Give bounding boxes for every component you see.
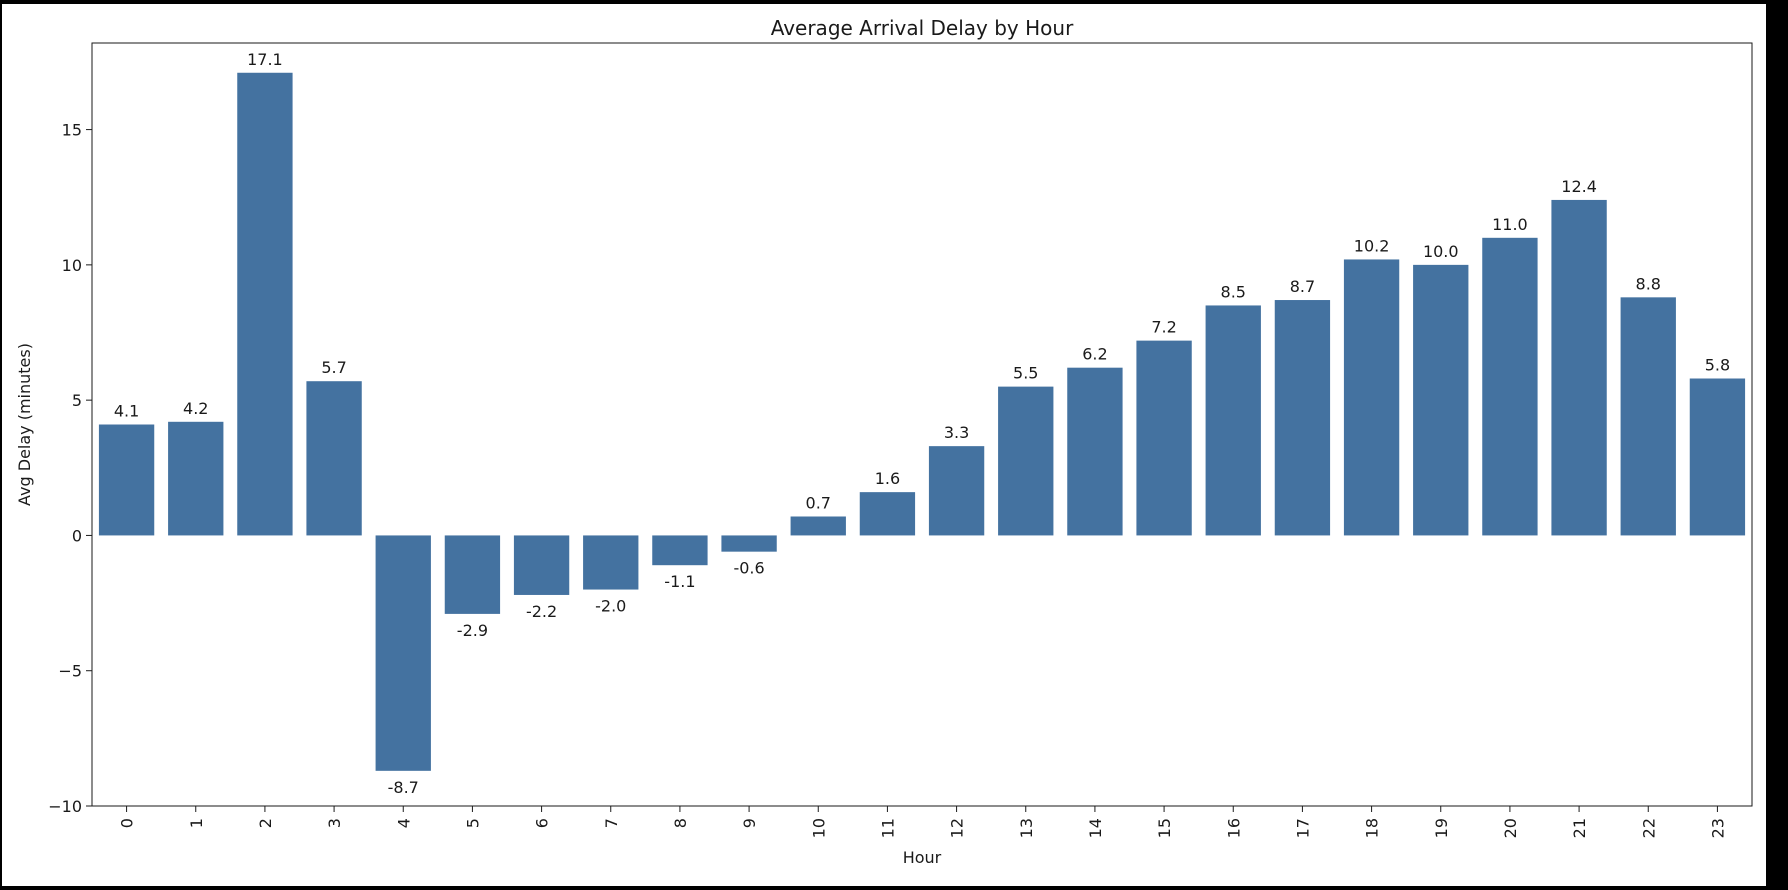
x-tick-label-13: 13 [1017,818,1036,838]
bar-hour-8 [652,535,708,566]
y-tick-label: −5 [58,662,82,681]
data-label-hour-3: 5.7 [321,358,346,377]
x-axis: 0 1 2 3 4 5 6 7 8 9 10 11 12 13 14 15 16 17 18 19 20 21 22 23 [118,806,1727,838]
x-tick-label-12: 12 [948,818,967,838]
y-tick-label: 10 [62,256,82,275]
bar-hour-16 [1205,305,1261,536]
data-label-hour-14: 6.2 [1082,345,1107,364]
data-label-hour-1: 4.2 [183,399,208,418]
bar-hour-6 [513,535,570,595]
x-tick-label-21: 21 [1570,818,1589,838]
x-axis-label: Hour [903,848,942,867]
data-label-hour-7: -2.0 [595,597,626,616]
data-label-hour-9: -0.6 [733,559,764,578]
data-label-hour-20: 11.0 [1492,215,1528,234]
data-label-hour-5: -2.9 [457,621,488,640]
x-tick-label-19: 19 [1432,818,1451,838]
bar-hour-2 [237,72,293,536]
chart-title: Average Arrival Delay by Hour [771,16,1074,40]
data-label-hour-23: 5.8 [1705,356,1730,375]
x-tick-label-9: 9 [740,818,759,828]
x-tick-label-17: 17 [1293,818,1312,838]
bar-hour-21 [1551,199,1607,536]
x-tick-label-16: 16 [1224,818,1243,838]
bar-hour-3 [306,381,362,536]
bar-hour-18 [1343,259,1400,536]
data-label-hour-19: 10.0 [1423,242,1459,261]
bar-hour-23 [1689,378,1746,536]
x-tick-label-14: 14 [1086,818,1105,838]
bars-layer [98,72,1746,771]
x-tick-label-0: 0 [118,818,137,828]
bar-hour-11 [859,492,916,536]
data-label-hour-16: 8.5 [1221,282,1246,301]
x-tick-label-22: 22 [1639,818,1658,838]
x-tick-label-8: 8 [671,818,690,828]
data-label-hour-4: -8.7 [388,778,419,797]
bar-hour-13 [998,386,1054,536]
bar-hour-15 [1136,340,1192,536]
x-tick-label-1: 1 [187,818,206,828]
data-label-hour-17: 8.7 [1290,277,1315,296]
x-tick-label-4: 4 [394,818,413,828]
data-label-hour-12: 3.3 [944,423,969,442]
data-label-hour-22: 8.8 [1636,274,1661,293]
bar-chart: 4.1 4.2 17.1 5.7 -8.7 -2.9 -2.2 -2.0 -1.1 -0.6 0.7… [15,16,1753,867]
bar-hour-22 [1620,297,1676,536]
bar-hour-5 [444,535,501,614]
x-tick-label-10: 10 [809,818,828,838]
data-label-hour-18: 10.2 [1354,236,1390,255]
y-tick-label: 5 [72,391,82,410]
data-label-hour-10: 0.7 [806,493,831,512]
data-label-hour-15: 7.2 [1151,318,1176,337]
x-tick-label-7: 7 [602,818,621,828]
data-label-hour-8: -1.1 [664,572,695,591]
x-tick-label-5: 5 [463,818,482,828]
data-labels-layer: 4.1 4.2 17.1 5.7 -8.7 -2.9 -2.2 -2.0 -1.1 -0.6 0.7… [114,50,1730,797]
bar-hour-12 [928,446,985,536]
bar-hour-10 [790,516,846,536]
x-tick-label-3: 3 [325,818,344,828]
y-tick-label: 0 [72,526,82,545]
y-tick-label: −10 [48,797,82,816]
bar-hour-14 [1067,367,1123,536]
bar-hour-1 [168,421,224,536]
bar-hour-7 [583,535,639,590]
x-tick-label-11: 11 [878,818,897,838]
data-label-hour-21: 12.4 [1561,177,1597,196]
x-tick-label-20: 20 [1501,818,1520,838]
bar-hour-4 [375,535,431,771]
x-tick-label-15: 15 [1155,818,1174,838]
bar-hour-20 [1482,237,1538,536]
x-tick-label-23: 23 [1708,818,1727,838]
data-label-hour-2: 17.1 [247,50,283,69]
chart-canvas: 4.1 4.2 17.1 5.7 -8.7 -2.9 -2.2 -2.0 -1.1 -0.6 0.7… [2,4,1766,886]
data-label-hour-13: 5.5 [1013,364,1038,383]
x-tick-label-18: 18 [1363,818,1382,838]
y-axis: −10 −5 0 5 10 15 [48,121,92,816]
data-label-hour-0: 4.1 [114,402,139,421]
y-axis-label: Avg Delay (minutes) [15,343,34,506]
plot-area-frame [91,42,1753,807]
bar-hour-19 [1413,264,1469,536]
x-tick-label-6: 6 [533,818,552,828]
bar-hour-0 [98,424,155,536]
data-label-hour-11: 1.6 [875,469,900,488]
y-tick-label: 15 [62,121,82,140]
bar-hour-17 [1274,300,1331,536]
data-label-hour-6: -2.2 [526,602,557,621]
x-tick-label-2: 2 [256,818,275,828]
bar-hour-9 [721,535,777,552]
